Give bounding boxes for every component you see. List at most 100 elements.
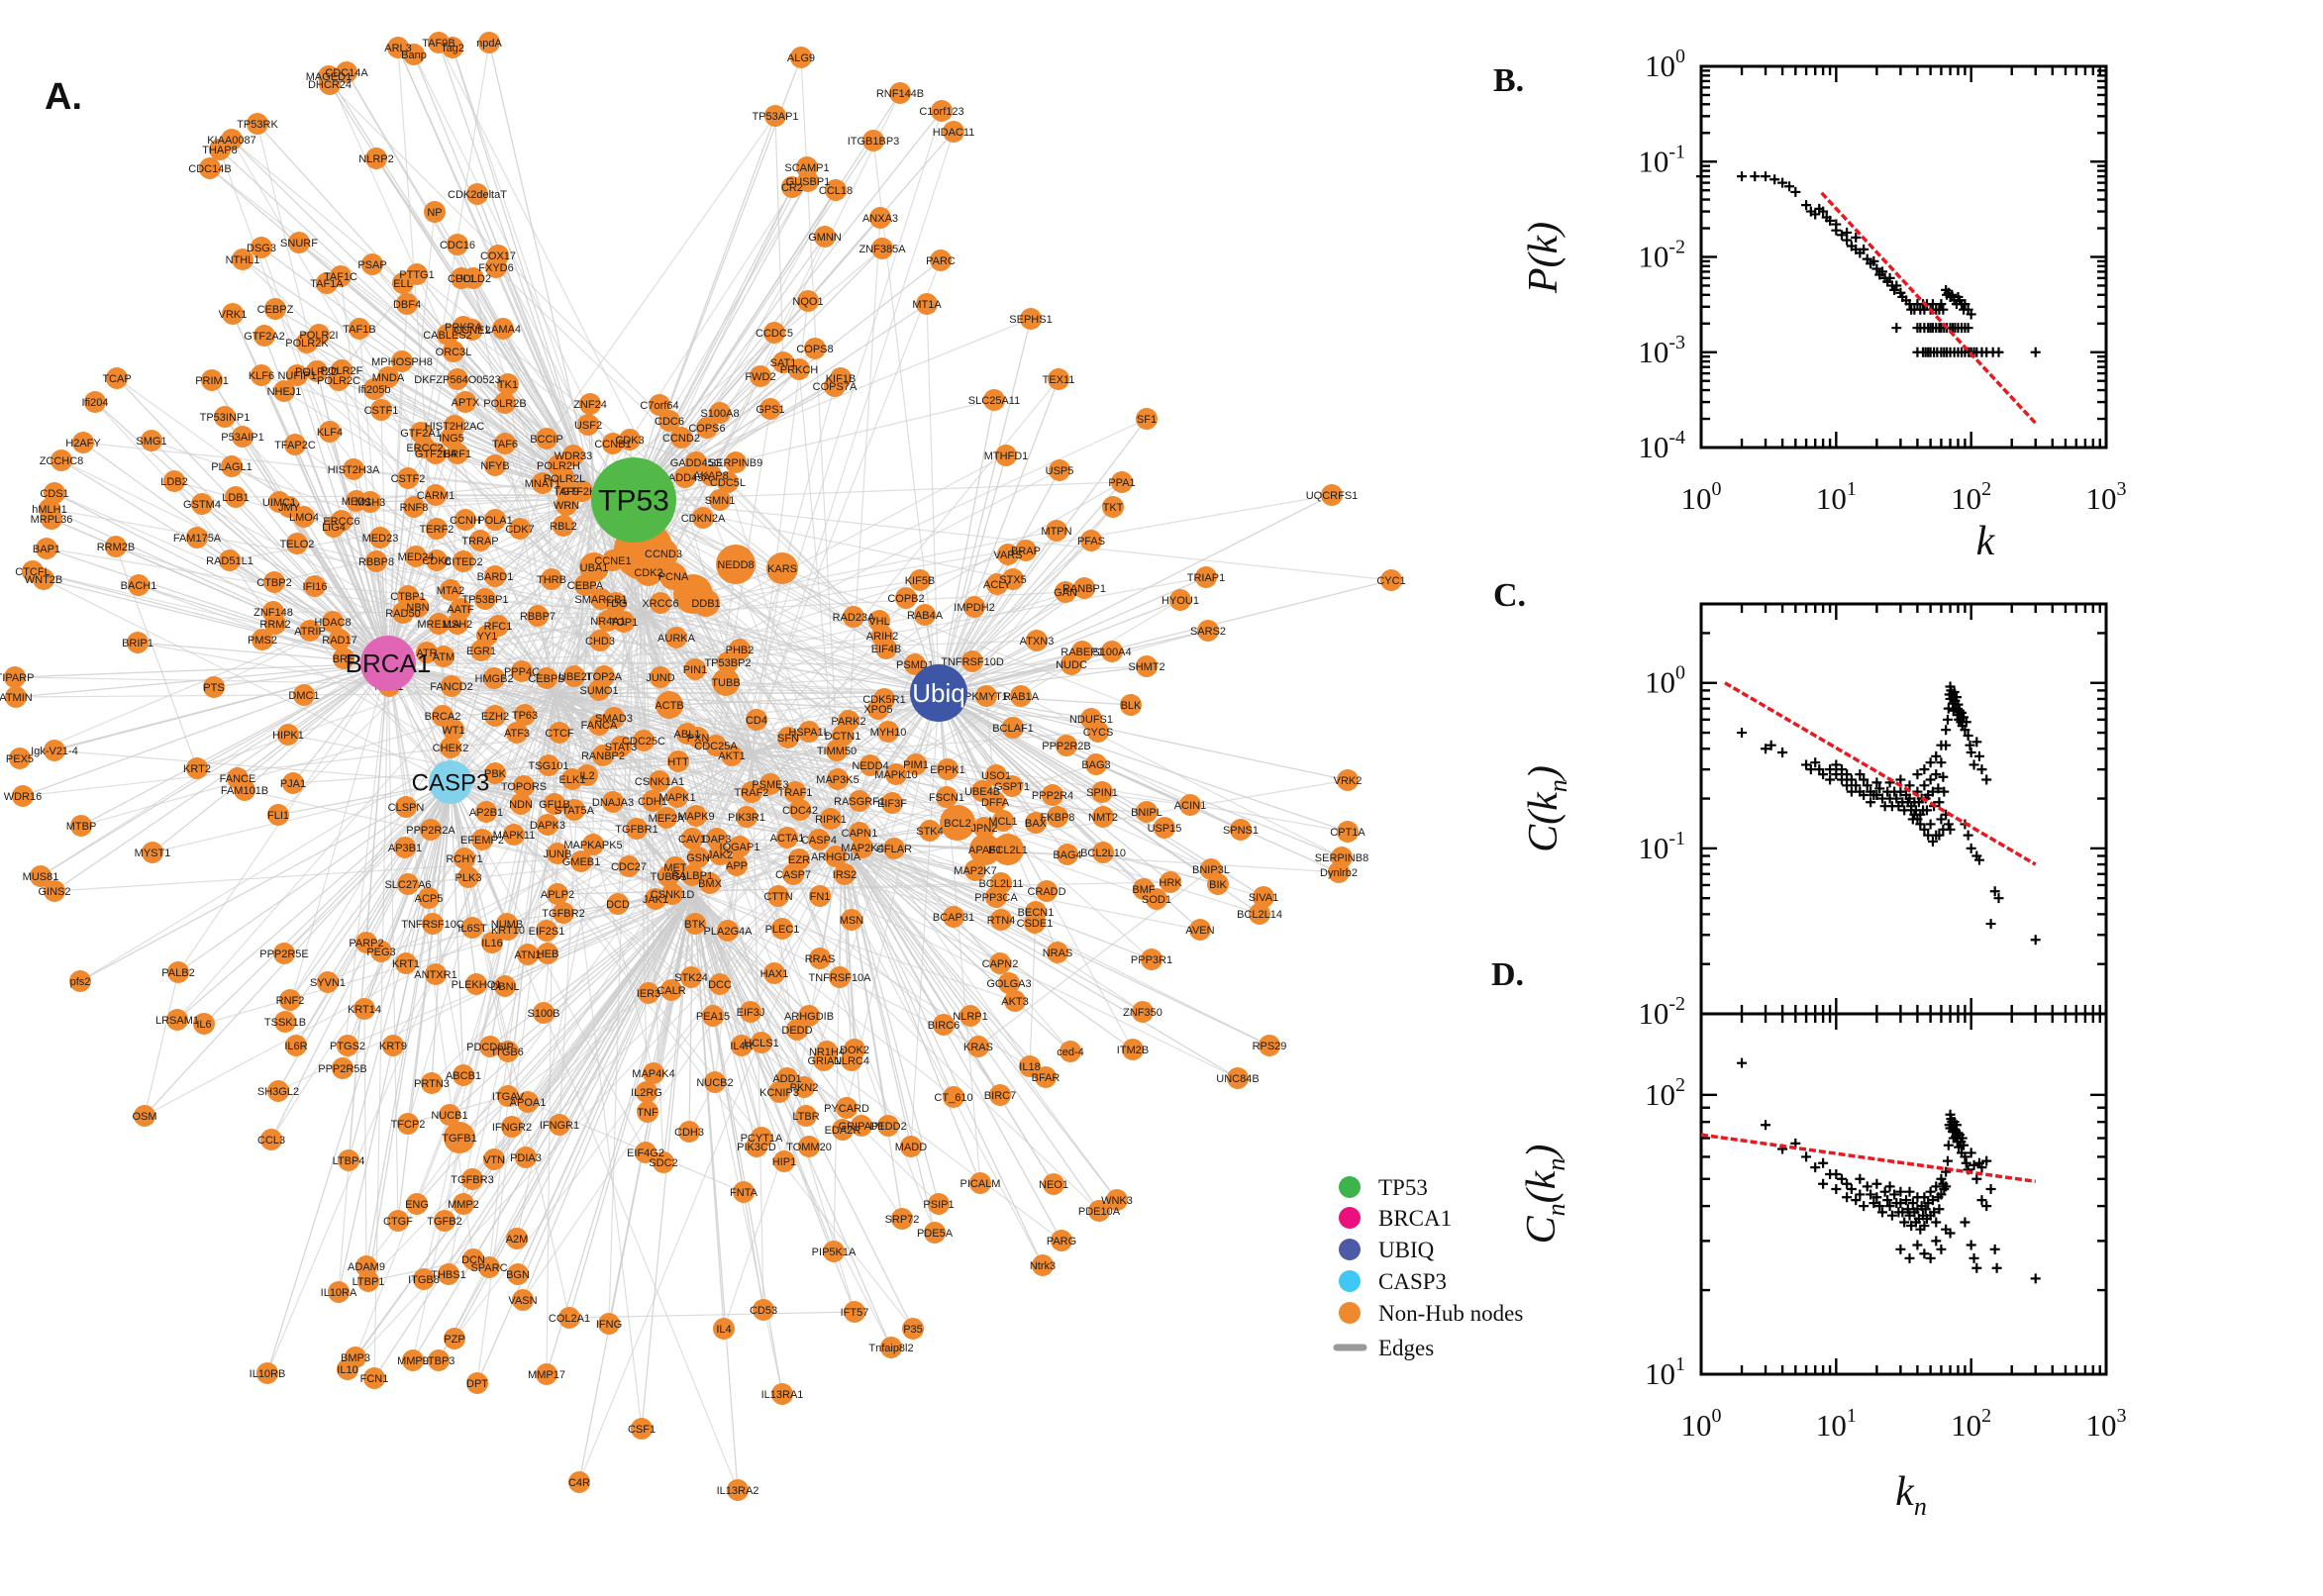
network-node — [681, 864, 703, 886]
network-edge — [387, 662, 464, 1076]
network-node — [478, 1256, 500, 1278]
network-node — [843, 606, 864, 628]
network-node — [814, 226, 836, 248]
network-node — [201, 369, 223, 391]
network-edge — [201, 503, 389, 664]
network-node-label: DEDD — [781, 1025, 812, 1037]
network-node — [759, 398, 781, 420]
network-node — [930, 249, 952, 271]
network-node — [824, 375, 846, 397]
network-node — [510, 793, 532, 815]
network-edge — [554, 692, 655, 1074]
network-node-label: Dynlrb2 — [1320, 867, 1358, 879]
network-node-label: IRS2 — [833, 869, 857, 881]
network-node-label: P35 — [903, 1324, 923, 1336]
scatter-point — [1818, 1178, 1829, 1189]
network-node — [397, 467, 419, 489]
network-node — [684, 913, 706, 935]
network-edge — [910, 692, 940, 1147]
network-node — [484, 762, 506, 784]
network-node — [69, 970, 91, 992]
network-node — [881, 792, 903, 814]
network-node-label: ATF3 — [504, 728, 530, 740]
network-node — [247, 113, 268, 135]
network-node-label: DCD — [606, 899, 630, 911]
network-node — [421, 1072, 443, 1094]
network-node — [316, 272, 338, 294]
network-node-label: BCL2 — [944, 818, 971, 830]
scatter-point — [1989, 1244, 2000, 1254]
network-node — [527, 605, 549, 627]
network-edge — [633, 115, 776, 501]
network-edge — [643, 613, 825, 1061]
network-node — [319, 421, 341, 443]
network-node-label: BNIPL — [1131, 807, 1162, 819]
network-edge — [32, 570, 556, 694]
network-node-label: USP15 — [1148, 823, 1182, 835]
network-node — [444, 1122, 475, 1153]
network-edge — [413, 506, 754, 753]
network-edge — [692, 890, 714, 1017]
network-node-label: KRT9 — [379, 1041, 407, 1052]
network-node — [933, 1014, 955, 1036]
axis-title: Cn​(kn​) — [1519, 1145, 1570, 1245]
scatter-point — [1961, 1157, 1971, 1168]
legend-item-label: Non-Hub nodes — [1378, 1301, 1523, 1326]
network-node — [924, 1222, 946, 1244]
network-node-label: WNT2B — [25, 574, 63, 586]
tick-label: 102 — [1645, 1074, 1685, 1112]
legend-swatch-circle — [1339, 1207, 1361, 1229]
network-node — [1197, 620, 1219, 642]
network-node — [598, 1313, 620, 1335]
network-node-label: GSTM4 — [183, 499, 221, 511]
network-node — [1073, 577, 1095, 599]
network-node — [602, 791, 624, 813]
network-node — [658, 410, 680, 432]
network-edge — [1029, 911, 1037, 1067]
network-edge — [543, 890, 694, 1014]
network-node — [702, 1005, 724, 1027]
network-node — [503, 824, 525, 846]
network-node — [1120, 694, 1142, 716]
network-node-label: TUBB — [711, 677, 740, 689]
scatter-point — [1831, 1168, 1842, 1179]
network-node — [537, 814, 558, 836]
network-node — [633, 730, 655, 751]
network-node-label: MAPK10 — [874, 769, 917, 781]
network-edge — [43, 578, 389, 664]
network-node-label: HIST2H2AC — [425, 421, 485, 433]
network-node-label: ANXA3 — [862, 213, 898, 225]
scatter-point — [1831, 225, 1842, 236]
network-node — [277, 724, 299, 746]
network-node — [704, 1071, 726, 1093]
network-node — [1026, 630, 1048, 651]
network-edge — [841, 841, 936, 1234]
network-node-label: PJA1 — [280, 778, 306, 790]
network-edge — [303, 516, 389, 664]
network-edge — [237, 662, 389, 779]
network-node-label: FAM175A — [173, 533, 222, 545]
network-node — [329, 629, 351, 650]
network-node-label: GMNN — [808, 232, 842, 244]
network-node — [788, 358, 810, 380]
network-node — [418, 887, 440, 909]
network-node-label: DMC1 — [288, 690, 319, 702]
network-node — [989, 952, 1011, 974]
network-node-label: CDKN2A — [681, 513, 726, 525]
network-node — [553, 515, 574, 537]
network-edge — [546, 890, 694, 1375]
network-node-label: BIRC7 — [984, 1090, 1016, 1102]
network-node — [665, 627, 687, 648]
network-node-label: RNF144B — [876, 88, 924, 100]
network-node-label: KRT2 — [183, 763, 211, 775]
network-edge — [938, 692, 1104, 818]
network-node-label: BMX — [698, 878, 723, 890]
network-edge — [367, 781, 452, 1282]
network-node-label: DCTN1 — [825, 731, 861, 743]
network-node-label: UNC84B — [1216, 1073, 1259, 1085]
network-node-label: FSCN1 — [929, 792, 964, 804]
network-node-label: EPPK1 — [930, 764, 964, 776]
network-node-label: RTN4 — [987, 915, 1016, 927]
network-node-label: PTTG1 — [399, 269, 434, 281]
network-node — [1106, 1189, 1128, 1211]
